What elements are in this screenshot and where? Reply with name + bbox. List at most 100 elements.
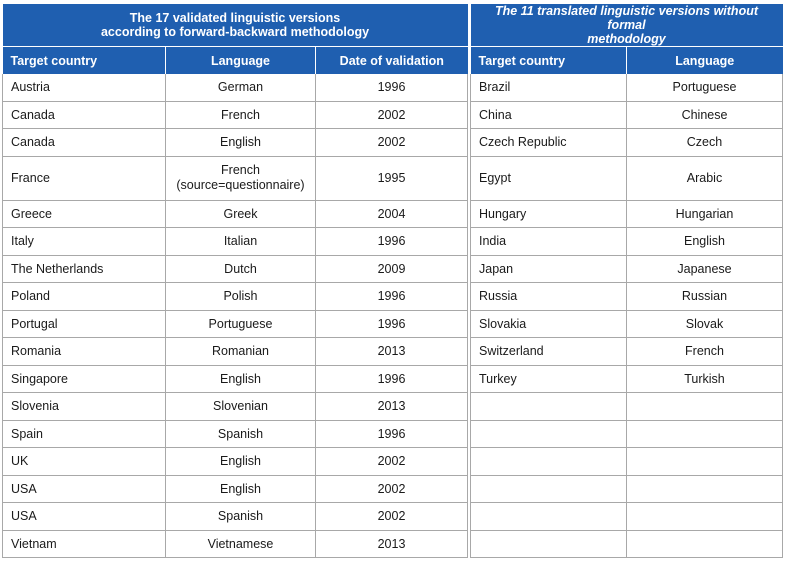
date-of-validation-cell: 2013: [314, 530, 469, 558]
language-note: (source=questionnaire): [176, 178, 305, 192]
language-cell: French (source=questionnaire): [165, 156, 316, 201]
target-country-cell: Brazil: [470, 74, 627, 102]
language-cell: English: [165, 365, 316, 393]
table-row: China Chinese: [470, 101, 783, 129]
target-country-cell: Greece: [2, 200, 166, 228]
target-country-cell: Russia: [470, 282, 627, 311]
language-cell: Dutch: [165, 255, 316, 283]
target-country-cell: Hungary: [470, 200, 627, 228]
target-country-cell: China: [470, 101, 627, 129]
table-row: Italy Italian 1996: [2, 227, 469, 256]
translated-table-title-row: The 11 translated linguistic versions wi…: [470, 4, 783, 47]
table-row: Brazil Portuguese: [470, 74, 783, 102]
column-header-target-country: Target country: [470, 46, 627, 74]
target-country-cell: [470, 502, 627, 531]
date-of-validation-cell: 1996: [314, 310, 469, 338]
target-country-cell: Slovakia: [470, 310, 627, 338]
language-cell: [626, 447, 783, 476]
language-cell: Hungarian: [626, 200, 783, 228]
date-of-validation-cell: 2004: [314, 200, 469, 228]
language-cell: French: [626, 337, 783, 366]
language-cell: [626, 530, 783, 558]
translated-table-header-row: Target country Language: [470, 46, 783, 74]
date-of-validation-cell: 2002: [314, 128, 469, 157]
target-country-cell: Egypt: [470, 156, 627, 201]
table-row: India English: [470, 227, 783, 256]
validated-versions-table: The 17 validated linguistic versions acc…: [2, 4, 469, 558]
table-row: Turkey Turkish: [470, 365, 783, 393]
language-cell: Vietnamese: [165, 530, 316, 558]
translated-title-line1: The 11 translated linguistic versions wi…: [494, 4, 758, 32]
language-cell: [626, 475, 783, 503]
language-cell: Slovenian: [165, 392, 316, 421]
translated-versions-table: The 11 translated linguistic versions wi…: [470, 4, 783, 558]
table-row: Japan Japanese: [470, 255, 783, 283]
table-row: Russia Russian: [470, 282, 783, 311]
target-country-cell: Romania: [2, 337, 166, 366]
target-country-cell: [470, 447, 627, 476]
table-row: [470, 475, 783, 503]
target-country-cell: Austria: [2, 74, 166, 102]
table-row: [470, 530, 783, 558]
language-cell: Spanish: [165, 420, 316, 448]
language-cell: Polish: [165, 282, 316, 311]
target-country-cell: Portugal: [2, 310, 166, 338]
target-country-cell: [470, 420, 627, 448]
language-cell: Spanish: [165, 502, 316, 531]
translated-title-line2: methodology: [587, 32, 666, 46]
table-row: [470, 392, 783, 421]
target-country-cell: [470, 530, 627, 558]
table-row: Switzerland French: [470, 337, 783, 366]
target-country-cell: India: [470, 227, 627, 256]
target-country-cell: France: [2, 156, 166, 201]
language-cell: Slovak: [626, 310, 783, 338]
table-row: USA English 2002: [2, 475, 469, 503]
target-country-cell: Czech Republic: [470, 128, 627, 157]
column-header-target-country: Target country: [2, 46, 166, 74]
language-cell: German: [165, 74, 316, 102]
language-cell: English: [165, 128, 316, 157]
table-row: Slovenia Slovenian 2013: [2, 392, 469, 421]
table-row: The Netherlands Dutch 2009: [2, 255, 469, 283]
language-cell: Greek: [165, 200, 316, 228]
language-cell: English: [165, 475, 316, 503]
language-cell: Japanese: [626, 255, 783, 283]
target-country-cell: Spain: [2, 420, 166, 448]
translated-table-title: The 11 translated linguistic versions wi…: [470, 4, 783, 47]
target-country-cell: [470, 475, 627, 503]
validated-title-line2: according to forward-backward methodolog…: [100, 25, 370, 39]
table-row: Czech Republic Czech: [470, 128, 783, 157]
table-row: Slovakia Slovak: [470, 310, 783, 338]
date-of-validation-cell: 1995: [314, 156, 469, 201]
table-row: Portugal Portuguese 1996: [2, 310, 469, 338]
date-of-validation-cell: 1996: [314, 365, 469, 393]
table-row: Vietnam Vietnamese 2013: [2, 530, 469, 558]
target-country-cell: The Netherlands: [2, 255, 166, 283]
language-cell: French: [165, 101, 316, 129]
table-row: Egypt Arabic: [470, 156, 783, 201]
column-header-language: Language: [165, 46, 316, 74]
language-cell: Romanian: [165, 337, 316, 366]
language-cell: Turkish: [626, 365, 783, 393]
target-country-cell: USA: [2, 502, 166, 531]
table-row: Austria German 1996: [2, 74, 469, 102]
language-cell: Russian: [626, 282, 783, 311]
table-row: Canada French 2002: [2, 101, 469, 129]
date-of-validation-cell: 2013: [314, 337, 469, 366]
translated-table-body: Brazil Portuguese China Chinese Czech Republ…: [470, 74, 783, 558]
validated-table-title-row: The 17 validated linguistic versions acc…: [2, 4, 468, 47]
date-of-validation-cell: 2002: [314, 447, 469, 476]
date-of-validation-cell: 1996: [314, 227, 469, 256]
target-country-cell: Canada: [2, 128, 166, 157]
table-row: France French (source=questionnaire) 1995: [2, 156, 469, 201]
table-row: [470, 420, 783, 448]
target-country-cell: [470, 392, 627, 421]
date-of-validation-cell: 2002: [314, 101, 469, 129]
language-cell: Portuguese: [626, 74, 783, 102]
date-of-validation-cell: 1996: [314, 282, 469, 311]
target-country-cell: UK: [2, 447, 166, 476]
validated-table-header-row: Target country Language Date of validati…: [2, 46, 468, 74]
language-cell: English: [165, 447, 316, 476]
target-country-cell: Japan: [470, 255, 627, 283]
